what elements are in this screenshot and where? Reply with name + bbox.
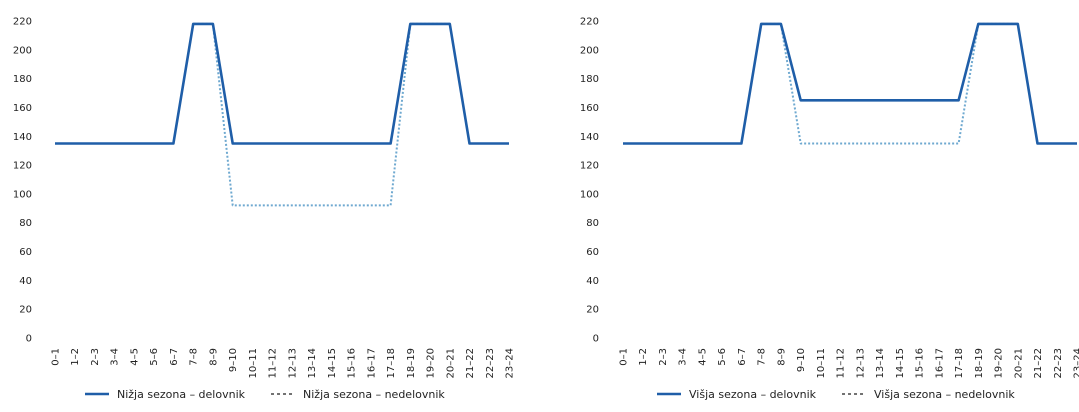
legend-item: Višja sezona – nedelovnik xyxy=(842,388,1015,401)
y-tick-label: 160 xyxy=(13,103,32,114)
y-tick-label: 180 xyxy=(13,74,32,85)
x-tick-label: 13–14 xyxy=(875,348,886,378)
y-tick-label: 120 xyxy=(580,161,599,172)
x-tick-label: 12–13 xyxy=(287,348,298,378)
x-tick-label: 23–24 xyxy=(1073,348,1079,378)
legend-label: Nižja sezona – nedelovnik xyxy=(303,388,445,401)
x-tick-label: 1–2 xyxy=(638,348,649,366)
series-line-delovnik xyxy=(623,24,1077,144)
x-tick-label: 3–4 xyxy=(110,348,121,366)
y-tick-label: 180 xyxy=(580,74,599,85)
x-tick-label: 10–11 xyxy=(248,348,259,378)
y-tick-label: 0 xyxy=(26,334,32,345)
x-tick-label: 14–15 xyxy=(895,348,906,378)
y-tick-label: 80 xyxy=(19,218,32,229)
x-tick-label: 7–8 xyxy=(189,348,200,366)
x-tick-label: 8–9 xyxy=(208,348,219,366)
x-tick-label: 23–24 xyxy=(505,348,516,378)
x-tick-label: 4–5 xyxy=(697,348,708,366)
x-tick-label: 10–11 xyxy=(816,348,827,378)
x-tick-label: 18–19 xyxy=(406,348,417,378)
legend-item: Nižja sezona – delovnik xyxy=(85,388,246,401)
legend-label: Višja sezona – delovnik xyxy=(689,388,817,401)
y-tick-label: 100 xyxy=(580,189,599,200)
y-tick-label: 100 xyxy=(13,189,32,200)
x-tick-label: 18–19 xyxy=(974,348,985,378)
y-tick-label: 20 xyxy=(19,305,32,316)
y-tick-label: 40 xyxy=(19,276,32,287)
legend-label: Nižja sezona – delovnik xyxy=(117,388,246,401)
x-tick-label: 6–7 xyxy=(737,348,748,366)
y-tick-label: 220 xyxy=(580,17,599,28)
y-tick-label: 60 xyxy=(19,247,32,258)
x-tick-label: 13–14 xyxy=(307,348,318,378)
series-line-nedelovnik xyxy=(55,24,509,206)
chart-panel-2: 0 20 40 60 80 100 120 140 160 180 200 220 0–1 1–2 2–3 3… xyxy=(580,17,1079,402)
x-tick-label: 15–16 xyxy=(347,348,358,378)
x-tick-label: 16–17 xyxy=(934,348,945,378)
x-tick-label: 12–13 xyxy=(855,348,866,378)
x-tick-label: 17–18 xyxy=(954,348,965,378)
x-tick-label: 19–20 xyxy=(994,348,1005,378)
y-tick-label: 40 xyxy=(586,276,599,287)
x-tick-label: 22–23 xyxy=(1053,348,1064,378)
x-tick-label: 21–22 xyxy=(1033,348,1044,378)
x-tick-label: 20–21 xyxy=(1013,348,1024,378)
y-tick-label: 120 xyxy=(13,161,32,172)
x-tick-label: 5–6 xyxy=(149,348,160,366)
y-tick-label: 20 xyxy=(586,305,599,316)
x-tick-label: 2–3 xyxy=(90,348,101,366)
x-tick-label: 1–2 xyxy=(70,348,81,366)
x-tick-label: 15–16 xyxy=(915,348,926,378)
x-tick-label: 9–10 xyxy=(228,348,239,372)
x-tick-label: 19–20 xyxy=(426,348,437,378)
y-tick-label: 80 xyxy=(586,218,599,229)
legend: Nižja sezona – delovnik Nižja sezona – ne… xyxy=(85,388,445,401)
x-tick-label: 0–1 xyxy=(619,348,630,366)
y-tick-label: 220 xyxy=(13,17,32,28)
x-tick-label: 20–21 xyxy=(445,348,456,378)
y-tick-label: 200 xyxy=(580,45,599,56)
chart-panel-1: 0 20 40 60 80 100 120 140 160 180 200 220 0–1 1–2 2–3 3… xyxy=(13,17,516,402)
x-tick-label: 5–6 xyxy=(717,348,728,366)
y-tick-label: 0 xyxy=(593,334,599,345)
y-tick-label: 160 xyxy=(580,103,599,114)
x-tick-label: 17–18 xyxy=(386,348,397,378)
series-line-delovnik xyxy=(55,24,509,144)
x-tick-label: 11–12 xyxy=(268,348,279,378)
series-line-nedelovnik xyxy=(623,24,1077,144)
x-tick-label: 21–22 xyxy=(465,348,476,378)
x-tick-label: 2–3 xyxy=(658,348,669,366)
x-tick-label: 7–8 xyxy=(757,348,768,366)
legend-label: Višja sezona – nedelovnik xyxy=(874,388,1015,401)
x-tick-label: 22–23 xyxy=(485,348,496,378)
x-tick-label: 11–12 xyxy=(836,348,847,378)
y-tick-label: 60 xyxy=(586,247,599,258)
x-tick-label: 8–9 xyxy=(776,348,787,366)
x-tick-label: 14–15 xyxy=(327,348,338,378)
x-tick-label: 9–10 xyxy=(796,348,807,372)
y-tick-label: 140 xyxy=(13,132,32,143)
legend-item: Nižja sezona – nedelovnik xyxy=(271,388,445,401)
x-tick-label: 3–4 xyxy=(678,348,689,366)
x-tick-label: 4–5 xyxy=(129,348,140,366)
x-tick-label: 0–1 xyxy=(51,348,62,366)
x-tick-label: 16–17 xyxy=(366,348,377,378)
y-tick-label: 200 xyxy=(13,45,32,56)
legend-item: Višja sezona – delovnik xyxy=(657,388,817,401)
x-tick-label: 6–7 xyxy=(169,348,180,366)
legend: Višja sezona – delovnik Višja sezona – ne… xyxy=(657,388,1015,401)
y-tick-label: 140 xyxy=(580,132,599,143)
